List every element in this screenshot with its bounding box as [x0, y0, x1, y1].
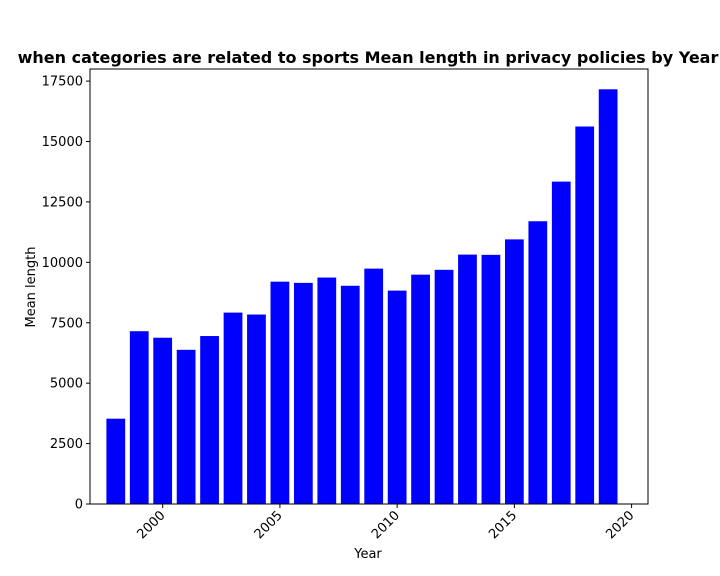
x-axis-ticks: 2000 2005 2010 2015 2020 — [135, 504, 637, 542]
y-tick-label: 2500 — [50, 437, 83, 452]
bar-2014 — [481, 254, 501, 504]
y-axis-ticks: 0 2500 5000 7500 10000 12500 15000 17500 — [42, 75, 90, 513]
bars-group — [106, 89, 618, 505]
x-tick-label: 2010 — [369, 508, 403, 542]
bar-2018 — [575, 126, 595, 505]
bar-2003 — [223, 312, 243, 504]
y-tick-label: 7500 — [50, 316, 83, 331]
bar-1998 — [106, 418, 126, 504]
x-axis-label: Year — [353, 547, 382, 562]
bar-1999 — [129, 331, 149, 504]
bar-2015 — [504, 239, 524, 505]
bar-2004 — [247, 314, 266, 504]
y-tick-label: 12500 — [42, 195, 83, 210]
plot-frame — [89, 68, 649, 505]
bar-2013 — [458, 254, 477, 504]
bar-2019 — [598, 89, 618, 505]
y-tick-label: 0 — [75, 498, 83, 513]
chart-title: when categories are related to sports Me… — [18, 48, 719, 67]
bar-2010 — [387, 290, 407, 504]
bar-2006 — [293, 282, 313, 505]
bar-2008 — [340, 285, 360, 504]
y-tick-label: 15000 — [42, 135, 83, 150]
x-tick-label: 2000 — [135, 508, 169, 542]
y-tick-label: 17500 — [42, 75, 83, 90]
x-tick-label: 2020 — [603, 508, 637, 542]
bar-2000 — [153, 337, 173, 504]
bar-2002 — [200, 336, 219, 504]
bar-2005 — [270, 281, 290, 504]
bar-2016 — [528, 221, 548, 504]
y-tick-label: 5000 — [50, 377, 83, 392]
x-tick-label: 2005 — [252, 508, 286, 542]
bar-2017 — [551, 181, 571, 504]
bar-2007 — [317, 277, 337, 504]
y-tick-label: 10000 — [42, 256, 83, 271]
bar-2011 — [411, 274, 430, 504]
bar-2001 — [176, 349, 196, 504]
y-axis-label: Mean length — [24, 247, 39, 328]
bar-2012 — [434, 269, 454, 504]
bar-2009 — [364, 268, 384, 504]
x-tick-label: 2015 — [486, 508, 520, 542]
